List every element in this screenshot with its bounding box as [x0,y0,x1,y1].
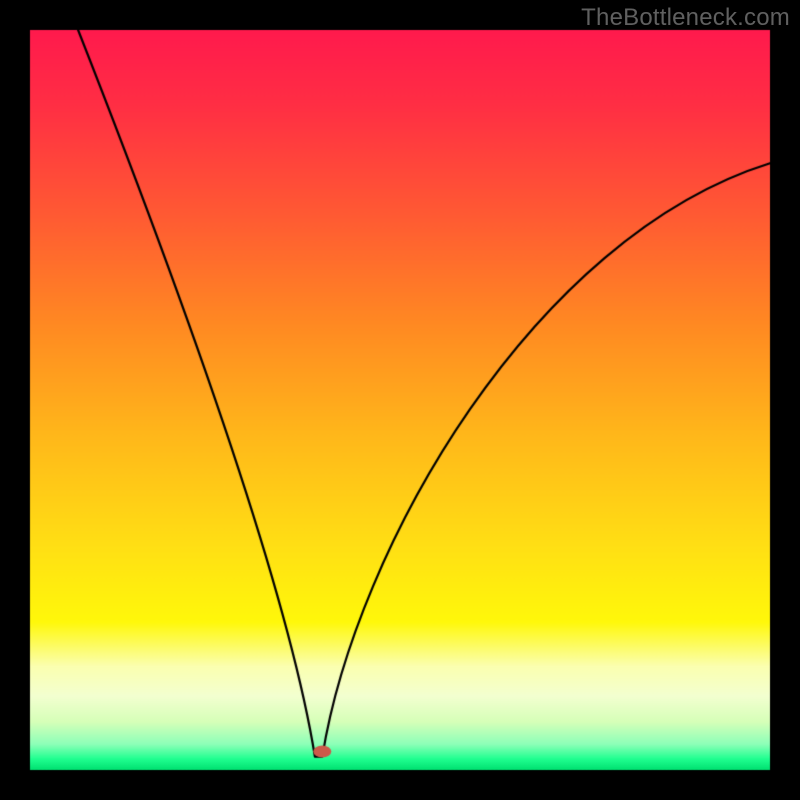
watermark-text: TheBottleneck.com [581,4,790,32]
bottleneck-curve-chart [0,0,800,800]
chart-stage: TheBottleneck.com [0,0,800,800]
